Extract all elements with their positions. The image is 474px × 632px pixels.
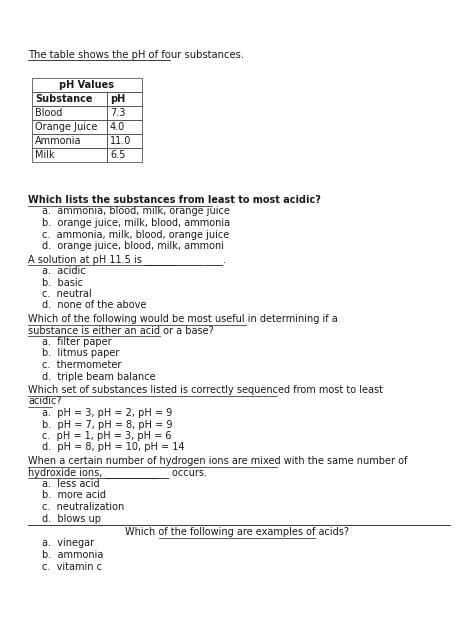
Text: c.  neutral: c. neutral [42, 289, 92, 299]
Text: c.  ammonia, milk, blood, orange juice: c. ammonia, milk, blood, orange juice [42, 229, 229, 240]
Text: Ammonia: Ammonia [35, 136, 82, 146]
Text: b.  litmus paper: b. litmus paper [42, 348, 119, 358]
Text: b.  orange juice, milk, blood, ammonia: b. orange juice, milk, blood, ammonia [42, 218, 230, 228]
Bar [32, 134, 107, 148]
Text: pH Values: pH Values [60, 80, 115, 90]
Text: a.  vinegar: a. vinegar [42, 538, 94, 549]
Text: When a certain number of hydrogen ions are mixed with the same number of: When a certain number of hydrogen ions a… [28, 456, 407, 466]
Text: b.  pH = 7, pH = 8, pH = 9: b. pH = 7, pH = 8, pH = 9 [42, 420, 173, 430]
Text: c.  vitamin c: c. vitamin c [42, 561, 102, 571]
Text: Milk: Milk [35, 150, 55, 160]
Text: A solution at pH 11.5 is ________________.: A solution at pH 11.5 is _______________… [28, 255, 226, 265]
Bar [32, 78, 142, 92]
Text: hydroxide ions, _____________ occurs.: hydroxide ions, _____________ occurs. [28, 468, 207, 478]
Text: c.  pH = 1, pH = 3, pH = 6: c. pH = 1, pH = 3, pH = 6 [42, 431, 172, 441]
Text: d.  orange juice, blood, milk, ammoni: d. orange juice, blood, milk, ammoni [42, 241, 224, 251]
Text: Substance: Substance [35, 94, 92, 104]
Bar [107, 92, 142, 106]
Text: d.  triple beam balance: d. triple beam balance [42, 372, 155, 382]
Text: acidic?: acidic? [28, 396, 62, 406]
Text: 4.0: 4.0 [110, 122, 125, 132]
Text: Which of the following would be most useful in determining if a: Which of the following would be most use… [28, 314, 338, 324]
Text: c.  thermometer: c. thermometer [42, 360, 121, 370]
Text: c.  neutralization: c. neutralization [42, 502, 124, 512]
Text: a.  pH = 3, pH = 2, pH = 9: a. pH = 3, pH = 2, pH = 9 [42, 408, 172, 418]
Text: 6.5: 6.5 [110, 150, 126, 160]
Bar [107, 120, 142, 134]
Text: Which set of substances listed is correctly sequenced from most to least: Which set of substances listed is correc… [28, 385, 383, 395]
Bar [107, 148, 142, 162]
Text: b.  basic: b. basic [42, 277, 83, 288]
Bar [32, 148, 107, 162]
Text: Which lists the substances from least to most acidic?: Which lists the substances from least to… [28, 195, 321, 205]
Text: 7.3: 7.3 [110, 108, 126, 118]
Text: a.  acidic: a. acidic [42, 266, 86, 276]
Bar [107, 134, 142, 148]
Text: a.  less acid: a. less acid [42, 479, 100, 489]
Bar [32, 92, 107, 106]
Text: Blood: Blood [35, 108, 63, 118]
Text: 11.0: 11.0 [110, 136, 131, 146]
Text: pH: pH [110, 94, 125, 104]
Text: substance is either an acid or a base?: substance is either an acid or a base? [28, 325, 214, 336]
Text: d.  blows up: d. blows up [42, 513, 101, 523]
Text: Which of the following are examples of acids?: Which of the following are examples of a… [125, 527, 349, 537]
Text: a.  filter paper: a. filter paper [42, 337, 111, 347]
Bar [32, 106, 107, 120]
Text: d.  pH = 8, pH = 10, pH = 14: d. pH = 8, pH = 10, pH = 14 [42, 442, 184, 453]
Text: d.  none of the above: d. none of the above [42, 300, 146, 310]
Text: The table shows the pH of four substances.: The table shows the pH of four substance… [28, 50, 244, 60]
Text: a.  ammonia, blood, milk, orange juice: a. ammonia, blood, milk, orange juice [42, 207, 230, 217]
Text: b.  more acid: b. more acid [42, 490, 106, 501]
Text: b.  ammonia: b. ammonia [42, 550, 103, 560]
Text: Orange Juice: Orange Juice [35, 122, 97, 132]
Bar [107, 106, 142, 120]
Bar [32, 120, 107, 134]
